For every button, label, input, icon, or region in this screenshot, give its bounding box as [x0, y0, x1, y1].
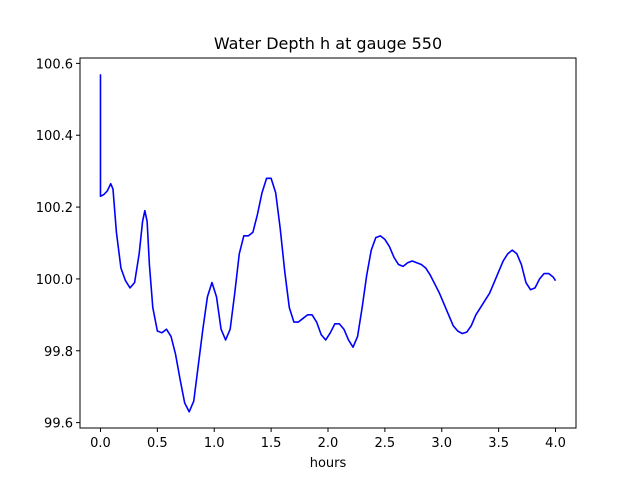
- x-tick-label: 3.5: [488, 436, 509, 451]
- y-tick-label: 100.4: [36, 129, 73, 144]
- x-tick-label: 2.0: [318, 436, 339, 451]
- y-tick-label: 99.8: [44, 345, 73, 360]
- x-tick-label: 0.5: [147, 436, 168, 451]
- y-tick-label: 99.6: [44, 417, 73, 432]
- x-tick-label: 1.5: [261, 436, 282, 451]
- x-tick-label: 4.0: [545, 436, 566, 451]
- series-layer: [99, 74, 557, 413]
- x-axis: 0.0 0.5 1.0 1.5 2.0 2.5 3.0 3.5 4.0: [90, 428, 566, 451]
- x-tick-label: 2.5: [375, 436, 396, 451]
- series-line-0: [99, 74, 557, 413]
- y-tick-label: 100.6: [36, 57, 73, 72]
- chart-title: Water Depth h at gauge 550: [214, 34, 442, 53]
- y-tick-label: 100.2: [36, 201, 73, 216]
- y-axis: 99.6 99.8 100.0 100.2 100.4 100.6: [36, 57, 80, 432]
- x-tick-label: 1.0: [204, 436, 225, 451]
- x-axis-label: hours: [310, 456, 347, 471]
- x-tick-label: 3.0: [431, 436, 452, 451]
- y-tick-label: 100.0: [36, 273, 73, 288]
- x-tick-label: 0.0: [90, 436, 111, 451]
